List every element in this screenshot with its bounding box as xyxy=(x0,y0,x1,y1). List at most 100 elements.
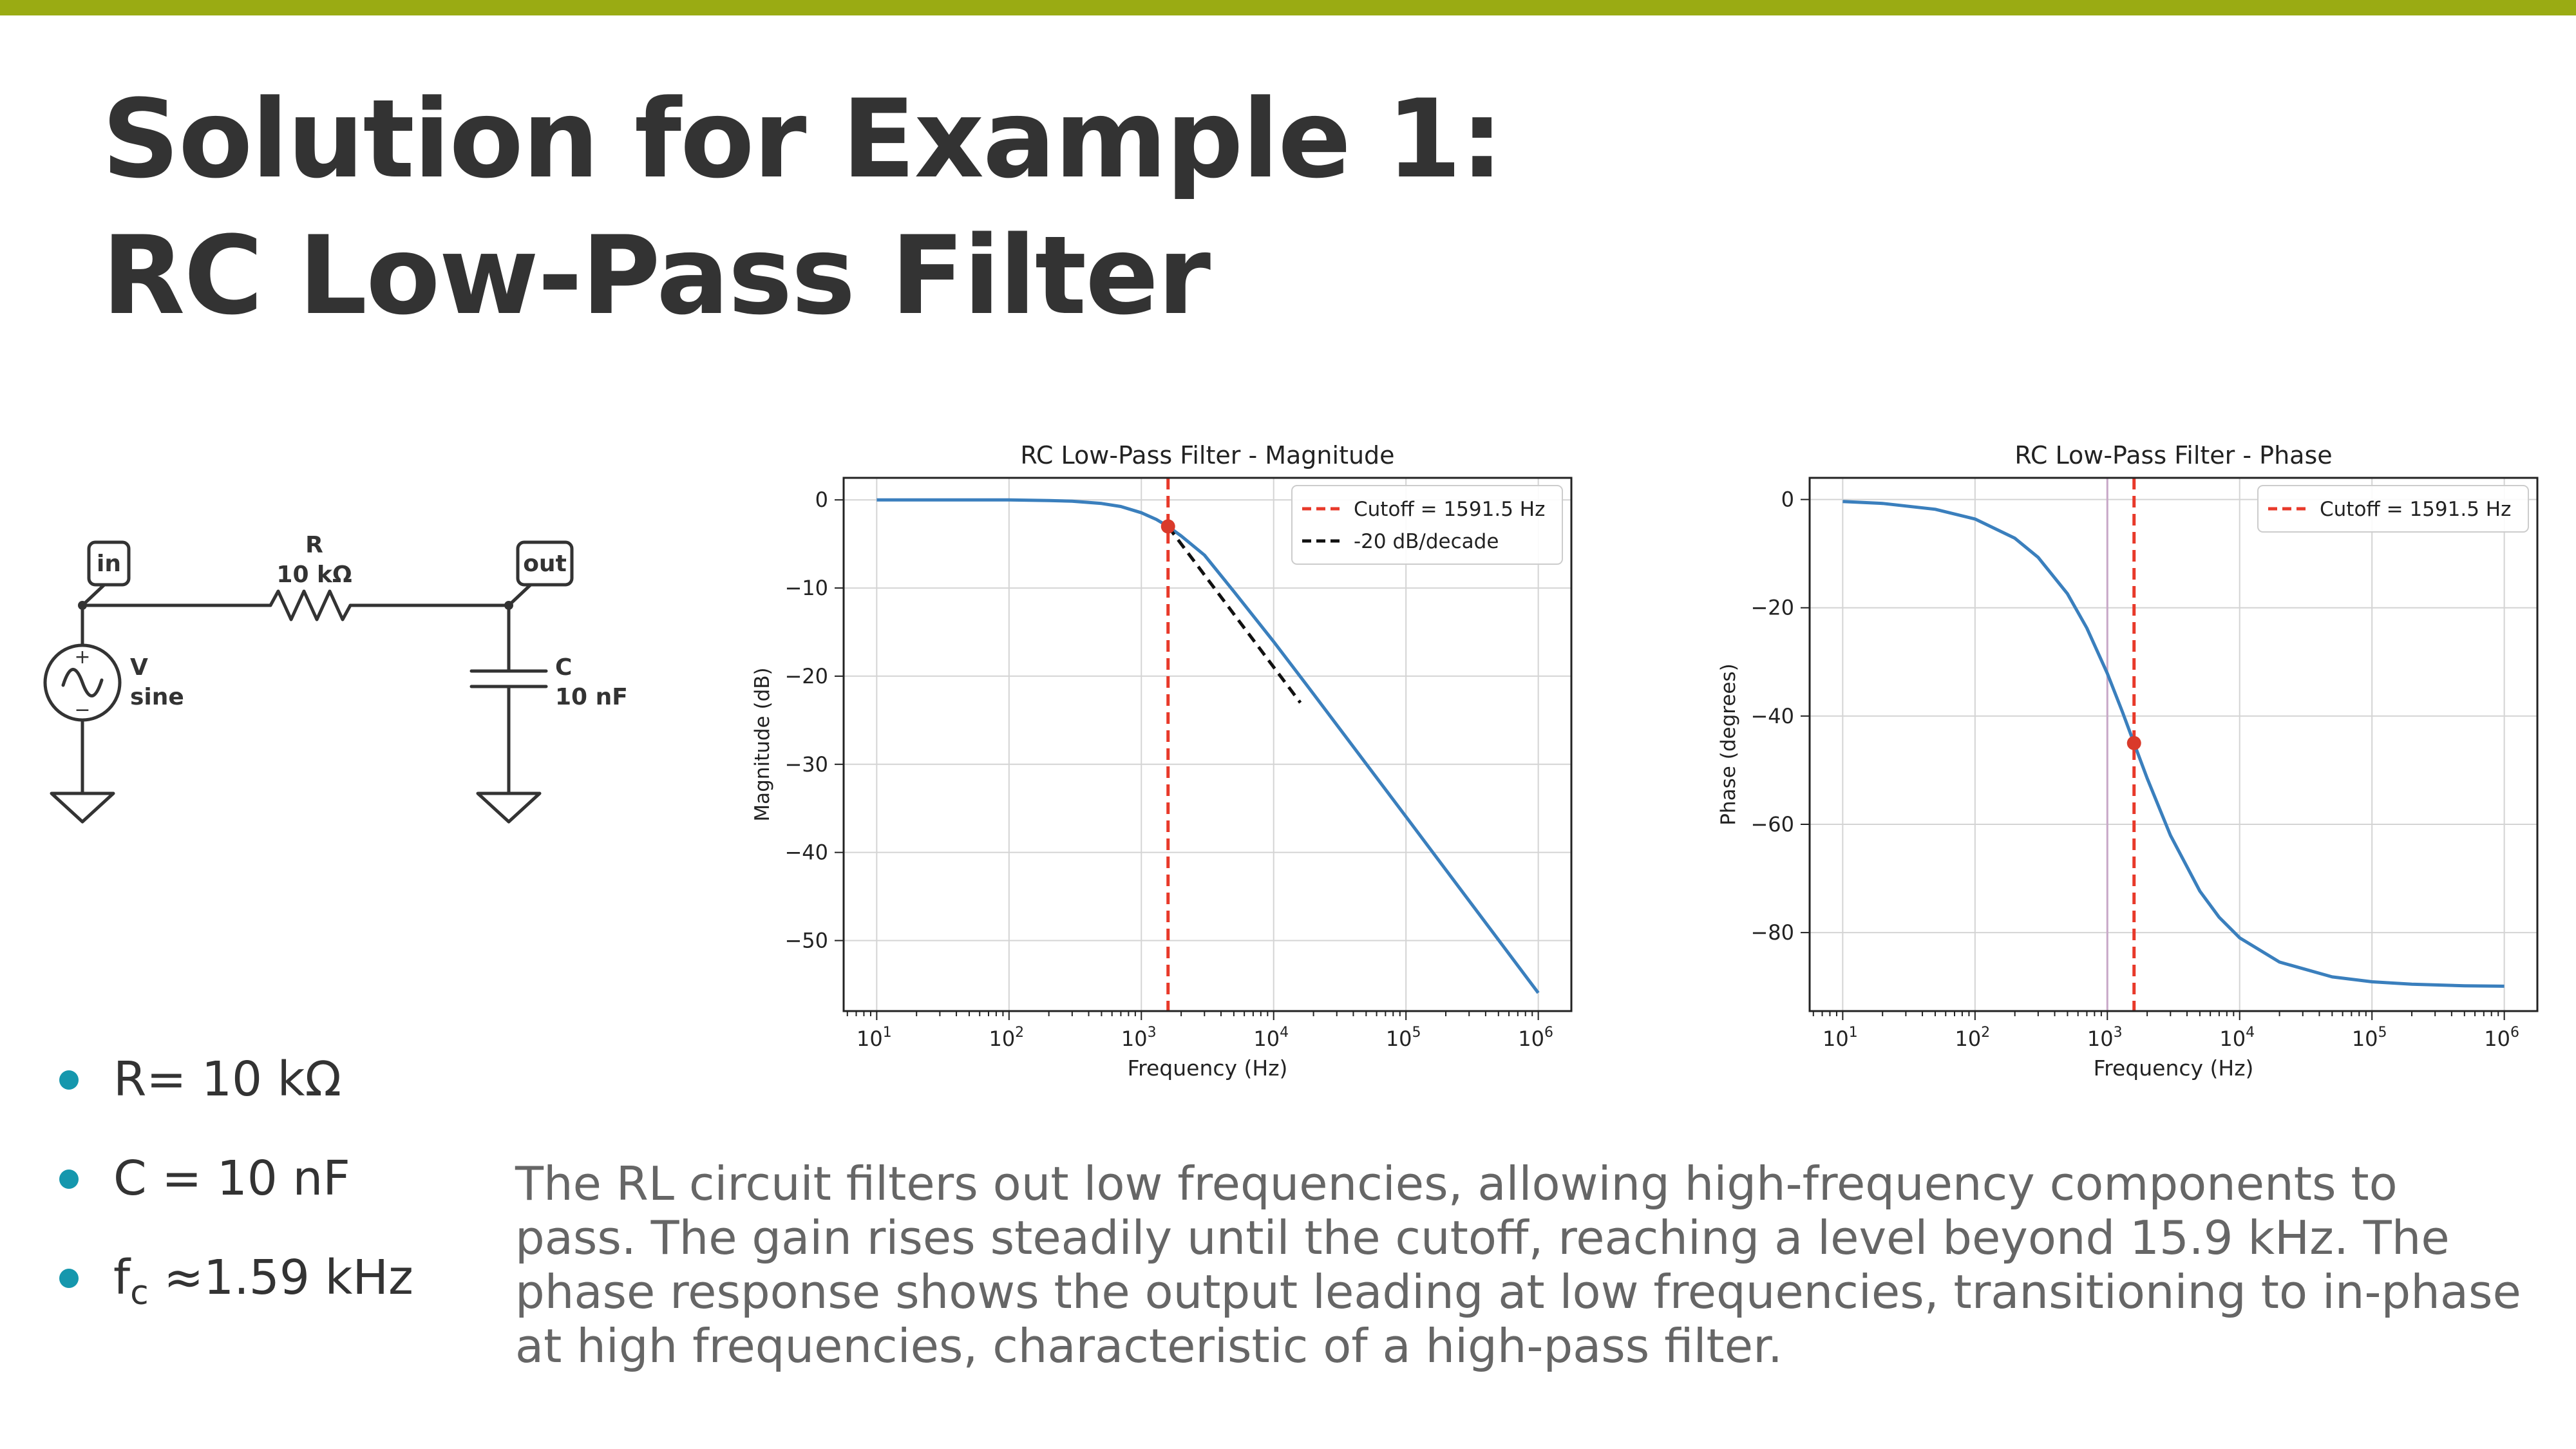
y-tick-label: −50 xyxy=(784,929,828,953)
y-tick-label: −40 xyxy=(1750,704,1794,728)
slide-title-line-1: Solution for Example 1: xyxy=(102,76,1504,202)
x-tick-base: 10 xyxy=(1121,1027,1148,1051)
x-tick-base: 10 xyxy=(1518,1027,1544,1051)
top-accent-bar xyxy=(0,0,2576,15)
junction-dot-right xyxy=(504,601,513,610)
cutoff-point-marker xyxy=(1160,519,1175,534)
source-name-label: V xyxy=(130,654,148,681)
parameter-list: R= 10 kΩ C = 10 nF fc ≈1.59 kHz xyxy=(52,1043,413,1341)
x-tick-label: 102 xyxy=(989,1025,1024,1051)
x-tick-exponent: 3 xyxy=(1148,1025,1157,1041)
y-tick-label: 0 xyxy=(815,488,828,512)
x-tick-label: 104 xyxy=(1253,1025,1289,1051)
junction-dot-left xyxy=(78,601,87,610)
x-tick-exponent: 1 xyxy=(1849,1025,1858,1041)
x-tick-base: 10 xyxy=(857,1027,883,1051)
slope-reference-line xyxy=(1166,525,1302,704)
legend-box xyxy=(2257,485,2529,533)
x-tick-label: 105 xyxy=(2352,1025,2387,1051)
x-tick-base: 10 xyxy=(1386,1027,1412,1051)
x-tick-base: 10 xyxy=(1253,1027,1280,1051)
grid-lines xyxy=(1810,478,2537,1011)
x-tick-exponent: 3 xyxy=(2114,1025,2123,1041)
source-plus-sign: + xyxy=(74,646,90,668)
explanation-paragraph: The RL circuit filters out low frequenci… xyxy=(515,1157,2521,1373)
legend-entry: Cutoff = 1591.5 Hz xyxy=(1354,498,1545,521)
out-pin-tag xyxy=(516,540,574,587)
resistor-name-label: R xyxy=(305,532,323,558)
in-pin-tag xyxy=(87,540,131,587)
x-tick-exponent: 2 xyxy=(1015,1025,1024,1041)
chart-title: RC Low-Pass Filter - Magnitude xyxy=(1020,441,1394,469)
x-tick-label: 103 xyxy=(2087,1025,2123,1051)
slide-title-line-2: RC Low-Pass Filter xyxy=(102,213,1211,339)
x-tick-base: 10 xyxy=(989,1027,1015,1051)
resistor-symbol xyxy=(269,589,352,621)
slide-title: Solution for Example 1: RC Low-Pass Filt… xyxy=(102,71,1504,344)
x-tick-exponent: 6 xyxy=(2510,1025,2519,1041)
capacitor-name-label: C xyxy=(555,654,572,681)
x-tick-exponent: 2 xyxy=(1981,1025,1990,1041)
x-tick-label: 103 xyxy=(1121,1025,1157,1051)
y-tick-label: −20 xyxy=(1750,596,1794,620)
x-tick-base: 10 xyxy=(2087,1027,2114,1051)
chart-legend: Cutoff = 1591.5 Hz xyxy=(2257,485,2529,533)
legend-box xyxy=(1291,485,1563,565)
legend-entry: -20 dB/decade xyxy=(1354,530,1499,553)
bullet-capacitance: C = 10 nF xyxy=(52,1142,413,1242)
plot-frame xyxy=(842,477,1573,1012)
in-pin-label: in xyxy=(97,551,121,577)
x-tick-label: 105 xyxy=(1386,1025,1421,1051)
y-tick-label: −20 xyxy=(784,664,828,688)
bullet-dot xyxy=(59,1170,79,1189)
plot-frame xyxy=(1808,477,2539,1012)
x-tick-base: 10 xyxy=(2352,1027,2378,1051)
bullet-dot xyxy=(59,1070,79,1090)
y-tick-label: −80 xyxy=(1750,920,1794,945)
x-axis-label: Frequency (Hz) xyxy=(1128,1056,1288,1081)
x-tick-exponent: 4 xyxy=(2246,1025,2255,1041)
y-tick-label: −30 xyxy=(784,752,828,777)
cutoff-point-marker xyxy=(2126,735,2141,750)
x-tick-exponent: 4 xyxy=(1280,1025,1289,1041)
y-axis-label: Magnitude (dB) xyxy=(751,667,774,821)
bullet-resistance: R= 10 kΩ xyxy=(52,1043,413,1142)
chart-legend: Cutoff = 1591.5 Hz -20 dB/decade xyxy=(1291,485,1563,565)
x-tick-base: 10 xyxy=(2484,1027,2510,1051)
x-tick-exponent: 5 xyxy=(2378,1025,2387,1041)
y-axis-label: Phase (degrees) xyxy=(1717,663,1740,825)
capacitor-value-label: 10 nF xyxy=(555,684,628,710)
y-tick-label: −40 xyxy=(784,840,828,865)
response-curve xyxy=(1842,500,2505,988)
out-pin-label: out xyxy=(523,551,567,577)
bullet-cutoff-frequency: fc ≈1.59 kHz xyxy=(52,1242,413,1341)
y-tick-label: −60 xyxy=(1750,812,1794,837)
x-tick-label: 106 xyxy=(2484,1025,2519,1051)
ground-symbol-right xyxy=(476,791,542,824)
rc-circuit-diagram: in out + − R 10 kΩ C 10 nF V sine xyxy=(43,532,628,824)
x-tick-exponent: 6 xyxy=(1544,1025,1553,1041)
x-tick-label: 104 xyxy=(2219,1025,2255,1051)
y-tick-label: −10 xyxy=(784,576,828,600)
legend-entry: Cutoff = 1591.5 Hz xyxy=(2320,498,2511,521)
x-tick-label: 102 xyxy=(1955,1025,1990,1051)
x-tick-exponent: 5 xyxy=(1412,1025,1421,1041)
x-tick-label: 101 xyxy=(1823,1025,1858,1051)
source-minus-sign: − xyxy=(74,699,90,721)
x-axis-label: Frequency (Hz) xyxy=(2094,1056,2254,1081)
resistor-value-label: 10 kΩ xyxy=(276,562,352,588)
chart-title: RC Low-Pass Filter - Phase xyxy=(2014,441,2332,469)
bullet-dot xyxy=(59,1269,79,1288)
x-tick-label: 106 xyxy=(1518,1025,1553,1051)
x-tick-label: 101 xyxy=(857,1025,892,1051)
x-tick-base: 10 xyxy=(2219,1027,2246,1051)
x-tick-base: 10 xyxy=(1823,1027,1849,1051)
ground-symbol-left xyxy=(50,791,115,824)
y-tick-label: 0 xyxy=(1781,488,1794,512)
x-tick-exponent: 1 xyxy=(883,1025,892,1041)
x-tick-base: 10 xyxy=(1955,1027,1981,1051)
response-curve xyxy=(876,498,1540,994)
source-type-label: sine xyxy=(130,684,184,710)
